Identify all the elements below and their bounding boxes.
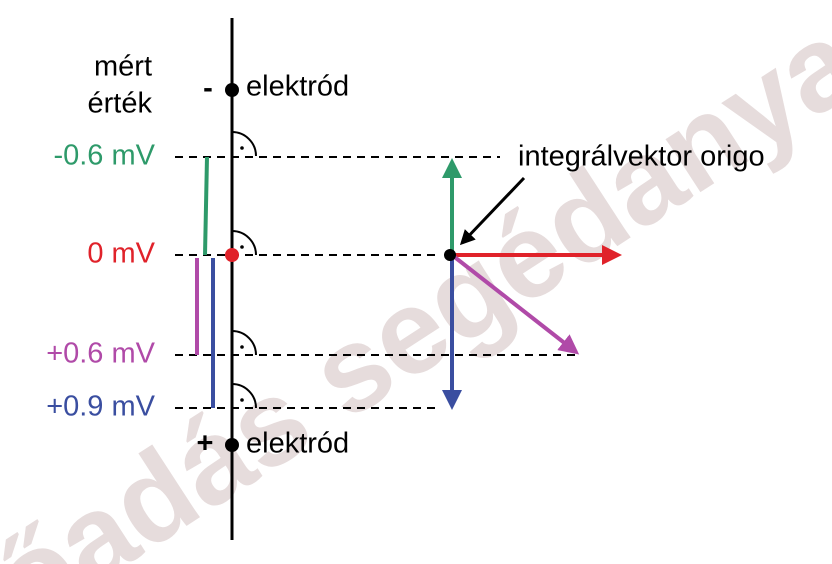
axis-title: érték — [88, 88, 153, 120]
right-angle-marks — [231, 131, 257, 409]
electrode-dot — [225, 83, 239, 97]
electrode-sign: - — [203, 73, 213, 105]
pointer-arrow — [459, 176, 526, 246]
vector — [450, 253, 580, 355]
electrode-label: elektród — [246, 428, 349, 460]
electrode-sign: + — [197, 428, 214, 460]
level-label: +0.9 mV — [46, 391, 155, 423]
zero-dot — [225, 248, 239, 262]
origin-dot — [444, 249, 456, 261]
axis-title: mért — [94, 51, 152, 83]
level-label: +0.6 mV — [46, 338, 155, 370]
electrode-dot — [225, 438, 239, 452]
projection-bar — [203, 156, 209, 256]
origin-label: integrálvektor origo — [518, 141, 765, 173]
level-label: 0 mV — [87, 238, 155, 270]
electrode-label: elektród — [246, 71, 349, 103]
level-label: -0.6 mV — [53, 140, 155, 172]
